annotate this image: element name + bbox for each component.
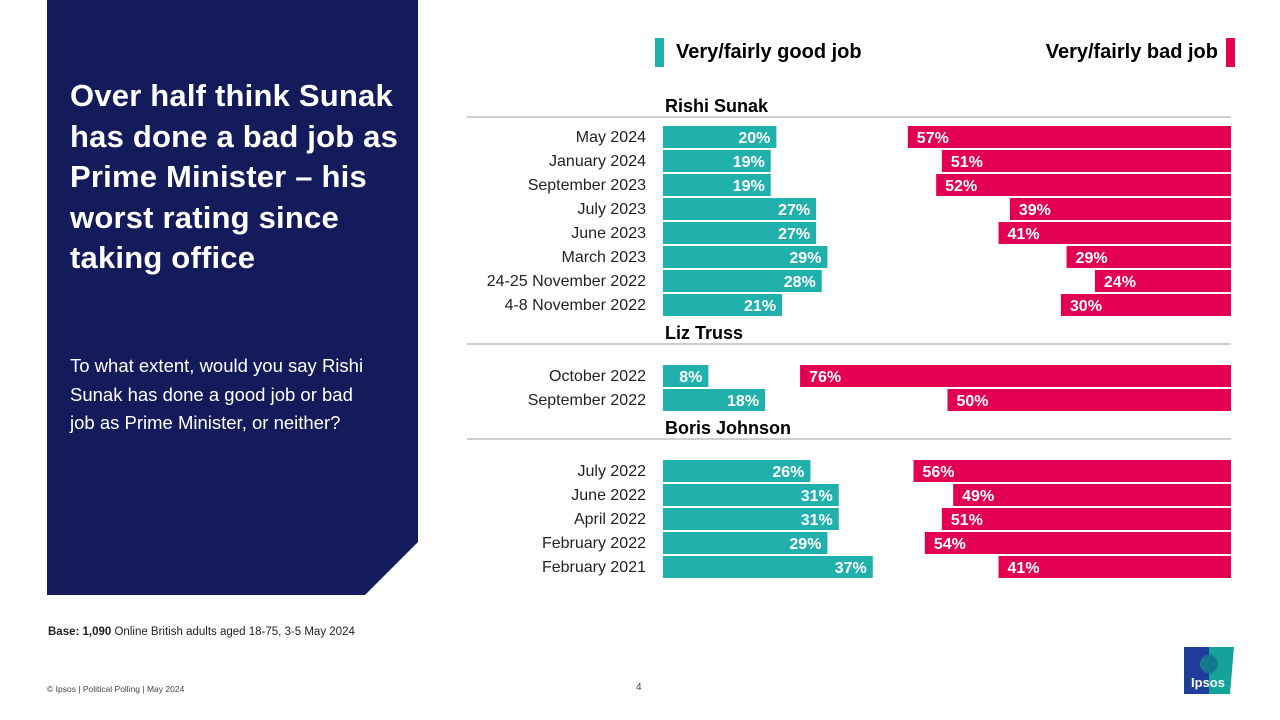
category-label: 4-8 November 2022	[505, 297, 647, 314]
ipsos-logo: Ipsos	[1184, 647, 1234, 694]
value-label-good: 26%	[772, 464, 804, 481]
category-label: June 2022	[571, 487, 646, 504]
value-label-bad: 51%	[951, 512, 983, 529]
value-label-good: 27%	[778, 202, 810, 219]
category-label: February 2021	[542, 559, 646, 576]
bar-good	[663, 389, 766, 411]
value-label-good: 37%	[835, 560, 867, 577]
bar-good	[663, 365, 709, 387]
value-label-bad: 76%	[809, 369, 841, 386]
value-label-bad: 51%	[951, 154, 983, 171]
value-label-bad: 29%	[1076, 250, 1108, 267]
bar-good	[663, 532, 828, 554]
category-label: September 2023	[528, 177, 646, 194]
bar-bad	[1060, 294, 1231, 316]
value-label-bad: 39%	[1019, 202, 1051, 219]
group-label: Boris Johnson	[665, 418, 791, 438]
value-label-good: 29%	[789, 250, 821, 267]
value-label-good: 31%	[801, 488, 833, 505]
bar-good	[663, 198, 817, 220]
value-label-bad: 49%	[962, 488, 994, 505]
bar-bad	[941, 508, 1231, 530]
bar-good	[663, 174, 771, 196]
bar-good	[663, 484, 839, 506]
base-text: Online British adults aged 18-75, 3-5 Ma…	[111, 626, 355, 638]
value-label-bad: 57%	[917, 130, 949, 147]
value-label-good: 29%	[789, 536, 821, 553]
value-label-good: 31%	[801, 512, 833, 529]
bar-good	[663, 294, 783, 316]
survey-question: To what extent, would you say Rishi Suna…	[70, 355, 364, 433]
category-label: April 2022	[574, 511, 646, 528]
base-note: Base: 1,090 Online British adults aged 1…	[48, 626, 355, 638]
bar-bad	[936, 174, 1231, 196]
category-label: February 2022	[542, 535, 646, 552]
bar-bad	[998, 222, 1231, 244]
bar-bad	[1066, 246, 1231, 268]
group-label: Rishi Sunak	[665, 96, 769, 116]
value-label-good: 20%	[738, 130, 770, 147]
value-label-bad: 52%	[945, 178, 977, 195]
value-label-good: 19%	[733, 178, 765, 195]
base-label: Base: 1,090	[48, 626, 112, 638]
bar-good	[663, 508, 839, 530]
value-label-bad: 30%	[1070, 298, 1102, 315]
category-label: October 2022	[549, 368, 646, 385]
footer-copyright: © Ipsos | Political Polling | May 2024	[47, 684, 185, 694]
category-label: September 2022	[528, 392, 646, 409]
value-label-bad: 54%	[934, 536, 966, 553]
value-label-bad: 50%	[957, 393, 989, 410]
bar-good	[663, 270, 822, 292]
bar-bad	[998, 556, 1231, 578]
bar-good	[663, 556, 873, 578]
bar-bad	[907, 126, 1231, 148]
bar-bad	[947, 389, 1231, 411]
value-label-good: 18%	[727, 393, 759, 410]
value-label-bad: 41%	[1008, 226, 1040, 243]
value-label-good: 27%	[778, 226, 810, 243]
value-label-good: 8%	[679, 369, 702, 386]
legend-bad: Very/fairly bad job	[1046, 38, 1235, 67]
bar-good	[663, 150, 771, 172]
legend-bad-swatch	[1226, 38, 1235, 67]
category-label: March 2023	[562, 249, 647, 266]
value-label-bad: 41%	[1008, 560, 1040, 577]
category-label: July 2023	[578, 201, 647, 218]
category-label: May 2024	[576, 129, 646, 146]
bar-good	[663, 246, 828, 268]
value-label-bad: 24%	[1104, 274, 1136, 291]
title-panel	[47, 0, 418, 595]
category-label: January 2024	[549, 153, 646, 170]
bar-bad	[941, 150, 1231, 172]
logo-text: Ipsos	[1191, 675, 1225, 690]
bar-good	[663, 460, 811, 482]
bar-bad	[1009, 198, 1231, 220]
bar-good	[663, 126, 777, 148]
bar-bad	[924, 532, 1231, 554]
value-label-good: 19%	[733, 154, 765, 171]
category-label: 24-25 November 2022	[487, 273, 646, 290]
legend-good-label: Very/fairly good job	[676, 41, 862, 63]
category-label: July 2022	[578, 463, 647, 480]
value-label-good: 28%	[784, 274, 816, 291]
bar-bad	[913, 460, 1231, 482]
category-label: June 2023	[571, 225, 646, 242]
page-number: 4	[636, 682, 642, 693]
headline: Over half think Sunak has done a bad job…	[70, 78, 399, 275]
value-label-bad: 56%	[922, 464, 954, 481]
legend-good: Very/fairly good job	[655, 38, 862, 67]
bar-bad	[953, 484, 1231, 506]
bar-bad	[1094, 270, 1231, 292]
legend-bad-label: Very/fairly bad job	[1045, 41, 1218, 63]
bar-good	[663, 222, 817, 244]
group-label: Liz Truss	[665, 323, 743, 343]
value-label-good: 21%	[744, 298, 776, 315]
legend-good-swatch	[655, 38, 664, 67]
bar-bad	[800, 365, 1231, 387]
